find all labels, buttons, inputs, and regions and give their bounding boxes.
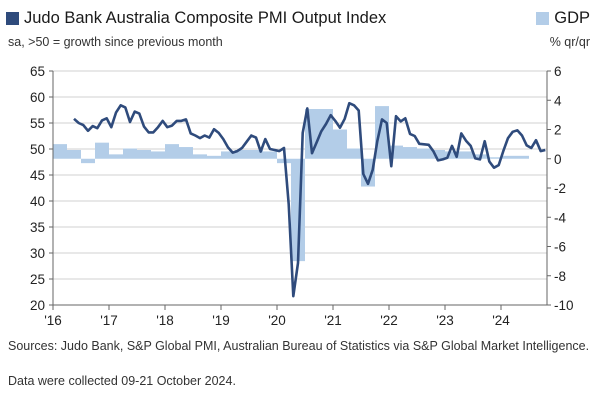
right-tick-label: -2	[554, 181, 566, 196]
right-tick-label: -6	[554, 240, 566, 255]
x-tick-label: '22	[380, 313, 398, 328]
gdp-bar	[67, 149, 81, 159]
gdp-bar	[445, 151, 459, 159]
legend-swatch-gdp	[536, 12, 550, 25]
footer-collected: Data were collected 09-21 October 2024.	[8, 374, 236, 388]
left-tick-label: 55	[30, 116, 45, 131]
gdp-bar	[459, 151, 473, 159]
chart-subtitle: sa, >50 = growth since previous month	[8, 35, 223, 49]
gdp-bar	[487, 157, 501, 159]
gdp-bar	[417, 148, 431, 159]
x-tick-label: '19	[212, 313, 230, 328]
gdp-bar	[165, 144, 179, 159]
gdp-bar	[249, 149, 263, 159]
gdp-bar	[207, 155, 221, 159]
x-tick-label: '23	[436, 313, 454, 328]
x-tick-label: '20	[268, 313, 286, 328]
right-tick-label: 4	[554, 93, 562, 108]
right-tick-label: 6	[554, 64, 562, 79]
left-tick-label: 60	[30, 90, 45, 105]
gdp-bar	[81, 158, 95, 164]
right-tick-label: 2	[554, 123, 562, 138]
gdp-bar	[123, 148, 137, 159]
gdp-bar	[361, 158, 375, 187]
x-tick-label: '21	[324, 313, 342, 328]
left-tick-label: 50	[30, 142, 45, 157]
left-tick-label: 30	[30, 246, 45, 261]
gdp-bar	[235, 149, 249, 159]
gdp-bar	[515, 155, 529, 159]
legend-gdp: GDP	[536, 9, 590, 28]
x-tick-label: '16	[44, 313, 62, 328]
gdp-bar	[333, 129, 347, 159]
gdp-bar	[95, 142, 109, 159]
gdp-bar	[193, 154, 207, 159]
right-tick-label: -4	[554, 210, 566, 225]
gdp-bar	[109, 154, 123, 159]
gdp-bar	[319, 109, 333, 159]
legend-swatch-pmi	[6, 12, 19, 25]
x-tick-label: '17	[100, 313, 118, 328]
right-axis-label: % qr/qr	[549, 35, 590, 49]
gdp-bar	[221, 151, 235, 159]
right-tick-label: -8	[554, 269, 566, 284]
left-tick-label: 45	[30, 168, 45, 183]
gdp-bar	[501, 155, 515, 159]
x-tick-label: '18	[156, 313, 174, 328]
left-tick-label: 20	[30, 298, 45, 313]
left-tick-label: 35	[30, 220, 45, 235]
gdp-bar	[53, 144, 67, 159]
right-tick-label: 0	[554, 152, 562, 167]
gdp-bar	[179, 147, 193, 159]
gdp-bar	[375, 106, 389, 159]
footer-sources: Sources: Judo Bank, S&P Global PMI, Aust…	[8, 339, 590, 353]
chart-title: Judo Bank Australia Composite PMI Output…	[24, 9, 387, 27]
right-tick-label: -10	[554, 298, 574, 313]
left-tick-label: 65	[30, 64, 45, 79]
gdp-bar	[403, 147, 417, 159]
gdp-bar	[347, 148, 361, 159]
gdp-bar	[431, 149, 445, 159]
gdp-bar	[151, 151, 165, 159]
left-tick-label: 40	[30, 194, 45, 209]
x-tick-label: '24	[492, 313, 510, 328]
gdp-bar	[137, 149, 151, 159]
left-tick-label: 25	[30, 272, 45, 287]
legend-pmi: Judo Bank Australia Composite PMI Output…	[6, 9, 386, 28]
gdp-bar	[263, 151, 277, 159]
pmi-line	[73, 101, 546, 298]
legend-gdp-label: GDP	[554, 9, 590, 27]
